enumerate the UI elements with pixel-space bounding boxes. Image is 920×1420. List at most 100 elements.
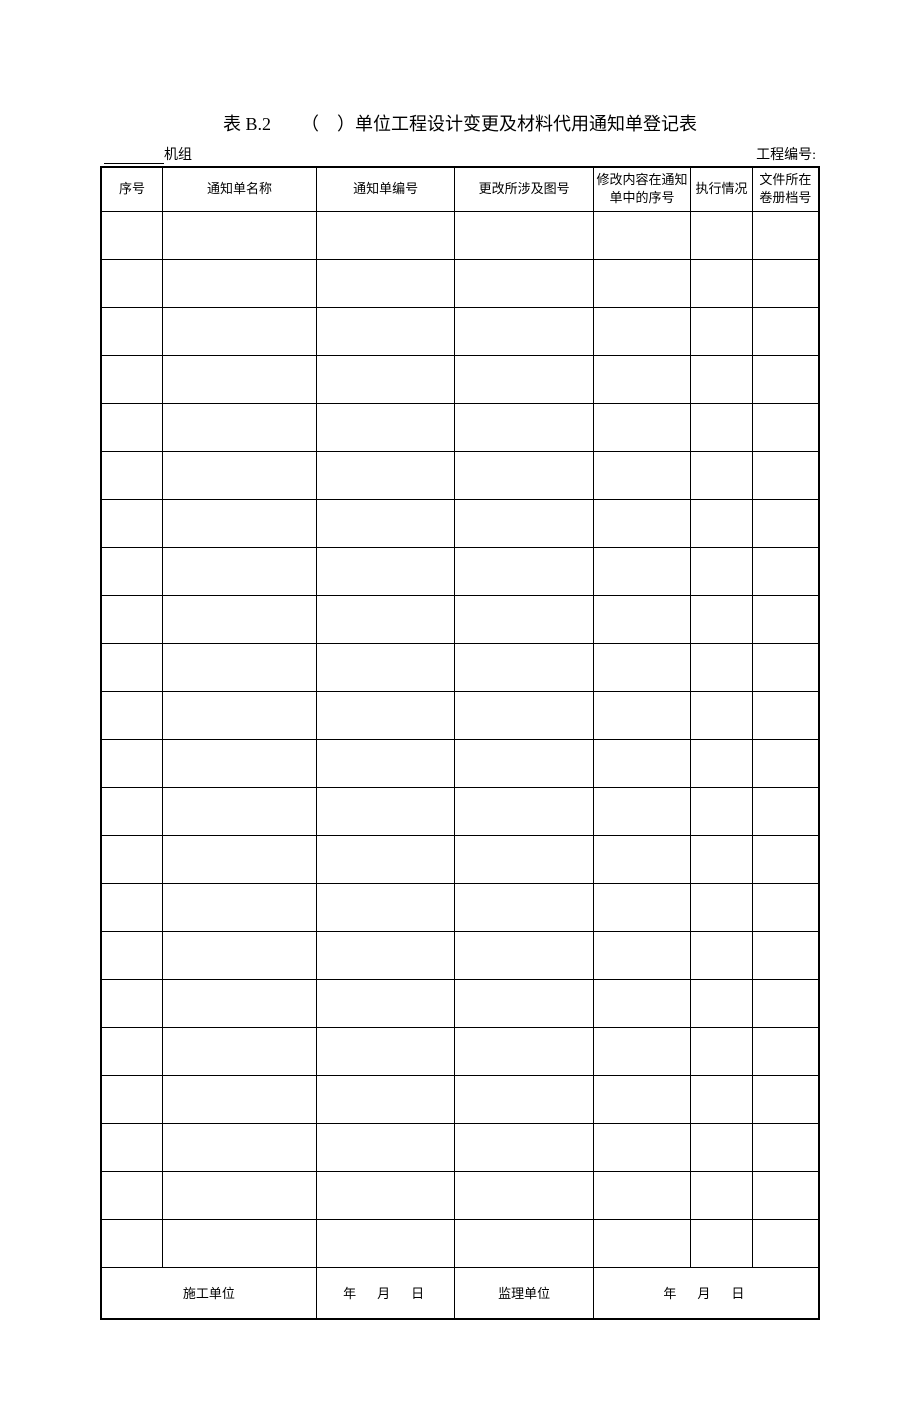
table-cell xyxy=(163,1219,317,1267)
table-cell xyxy=(593,1219,690,1267)
table-cell xyxy=(593,931,690,979)
table-body xyxy=(101,211,819,1267)
table-cell xyxy=(316,307,454,355)
table-row xyxy=(101,691,819,739)
table-cell xyxy=(593,835,690,883)
table-cell xyxy=(691,259,753,307)
table-cell xyxy=(691,1123,753,1171)
table-cell xyxy=(455,595,593,643)
table-cell xyxy=(752,1219,819,1267)
table-cell xyxy=(455,259,593,307)
table-cell xyxy=(316,403,454,451)
table-cell xyxy=(691,499,753,547)
table-cell xyxy=(691,883,753,931)
table-cell xyxy=(752,547,819,595)
header-notice-number: 通知单编号 xyxy=(316,167,454,211)
table-cell xyxy=(316,1123,454,1171)
table-cell xyxy=(101,451,163,499)
table-cell xyxy=(455,307,593,355)
table-cell xyxy=(752,211,819,259)
header-modify: 修改内容在通知单中的序号 xyxy=(593,167,690,211)
table-cell xyxy=(163,1171,317,1219)
table-cell xyxy=(101,883,163,931)
table-cell xyxy=(752,355,819,403)
table-cell xyxy=(101,1123,163,1171)
table-cell xyxy=(752,835,819,883)
table-cell xyxy=(455,979,593,1027)
table-row xyxy=(101,835,819,883)
table-cell xyxy=(101,931,163,979)
table-cell xyxy=(691,1219,753,1267)
unit-label: 机组 xyxy=(104,144,192,164)
table-row xyxy=(101,259,819,307)
table-cell xyxy=(691,403,753,451)
table-cell xyxy=(316,835,454,883)
unit-underline xyxy=(104,150,164,164)
table-row xyxy=(101,211,819,259)
footer-supervision-unit: 监理单位 xyxy=(455,1267,593,1319)
table-cell xyxy=(752,499,819,547)
table-cell xyxy=(691,1027,753,1075)
table-cell xyxy=(691,691,753,739)
header-seq: 序号 xyxy=(101,167,163,211)
table-cell xyxy=(752,931,819,979)
table-cell xyxy=(593,883,690,931)
table-cell xyxy=(455,403,593,451)
table-cell xyxy=(101,1171,163,1219)
table-cell xyxy=(455,931,593,979)
table-cell xyxy=(163,931,317,979)
table-cell xyxy=(593,499,690,547)
table-cell xyxy=(316,451,454,499)
table-cell xyxy=(752,1075,819,1123)
table-cell xyxy=(593,1075,690,1123)
table-cell xyxy=(101,1219,163,1267)
table-cell xyxy=(691,739,753,787)
table-cell xyxy=(163,643,317,691)
table-row xyxy=(101,1123,819,1171)
table-cell xyxy=(752,739,819,787)
table-cell xyxy=(691,547,753,595)
table-cell xyxy=(316,643,454,691)
table-row xyxy=(101,355,819,403)
table-cell xyxy=(593,691,690,739)
subtitle-row: 机组 工程编号: xyxy=(100,144,820,164)
table-row xyxy=(101,499,819,547)
table-cell xyxy=(163,1123,317,1171)
table-cell xyxy=(691,1171,753,1219)
table-cell xyxy=(455,787,593,835)
table-cell xyxy=(316,211,454,259)
table-cell xyxy=(455,1171,593,1219)
header-row: 序号 通知单名称 通知单编号 更改所涉及图号 修改内容在通知单中的序号 执行情况… xyxy=(101,167,819,211)
table-cell xyxy=(101,211,163,259)
table-cell xyxy=(455,1219,593,1267)
table-row xyxy=(101,307,819,355)
table-cell xyxy=(455,643,593,691)
table-cell xyxy=(691,1075,753,1123)
table-cell xyxy=(691,835,753,883)
table-cell xyxy=(316,1171,454,1219)
table-cell xyxy=(316,499,454,547)
table-cell xyxy=(316,1027,454,1075)
table-cell xyxy=(101,979,163,1027)
table-cell xyxy=(163,787,317,835)
table-cell xyxy=(163,355,317,403)
table-cell xyxy=(691,451,753,499)
table-cell xyxy=(455,499,593,547)
table-cell xyxy=(163,691,317,739)
table-cell xyxy=(691,355,753,403)
table-cell xyxy=(316,931,454,979)
table-cell xyxy=(752,787,819,835)
footer-construction-unit: 施工单位 xyxy=(101,1267,316,1319)
table-cell xyxy=(101,1027,163,1075)
table-cell xyxy=(691,979,753,1027)
header-drawing: 更改所涉及图号 xyxy=(455,167,593,211)
table-cell xyxy=(752,595,819,643)
table-cell xyxy=(593,595,690,643)
table-cell xyxy=(752,259,819,307)
table-cell xyxy=(163,979,317,1027)
table-cell xyxy=(163,835,317,883)
table-cell xyxy=(316,979,454,1027)
table-cell xyxy=(455,739,593,787)
table-cell xyxy=(752,979,819,1027)
table-cell xyxy=(752,1123,819,1171)
